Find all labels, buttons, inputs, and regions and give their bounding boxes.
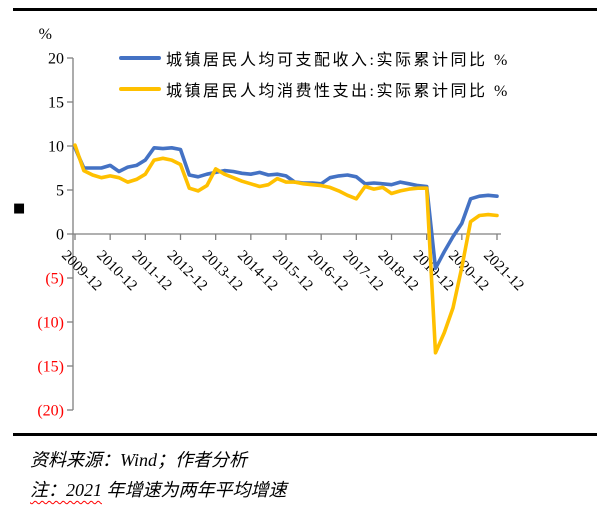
- y-tick-label: 0: [56, 227, 64, 244]
- method-note-rest: 年增速为两年平均增速: [102, 480, 287, 500]
- y-tick-label: (20): [37, 403, 64, 420]
- consumption-line-swatch: [119, 86, 161, 91]
- method-note-spellcheck-segment: 注：2021: [30, 480, 102, 500]
- top-border-rule: [13, 8, 597, 11]
- y-tick-label: 20: [48, 51, 64, 68]
- legend-label-consumption: 城镇居民人均消费性支出:实际累计同比 %: [166, 82, 510, 100]
- footer-divider-rule: [13, 433, 597, 436]
- y-tick-label: 15: [48, 95, 64, 112]
- chart-legend: 城镇居民人均可支配收入:实际累计同比 % 城镇居民人均消费性支出:实际累计同比 …: [119, 42, 510, 104]
- list-bullet-marker: ■: [13, 201, 26, 216]
- y-tick-label: (15): [37, 359, 64, 376]
- source-note: 资料来源：Wind；作者分析: [30, 450, 248, 470]
- y-tick-label: (10): [37, 315, 64, 332]
- legend-label-income: 城镇居民人均可支配收入:实际累计同比 %: [166, 51, 510, 69]
- consumption-series-line: [73, 143, 499, 355]
- y-axis-unit-label: %: [39, 26, 52, 43]
- y-tick-label: 5: [56, 183, 64, 200]
- line-chart: % 20151050(5)(10)(15)(20)2009-122010-122…: [37, 26, 526, 420]
- y-tick-label: 10: [48, 139, 64, 156]
- legend-item-income: 城镇居民人均可支配收入:实际累计同比 %: [119, 42, 510, 73]
- method-note: 注：2021 年增速为两年平均增速: [30, 476, 287, 502]
- y-tick-label: (5): [45, 271, 64, 288]
- income-line-swatch: [119, 55, 161, 60]
- legend-item-consumption: 城镇居民人均消费性支出:实际累计同比 %: [119, 73, 510, 104]
